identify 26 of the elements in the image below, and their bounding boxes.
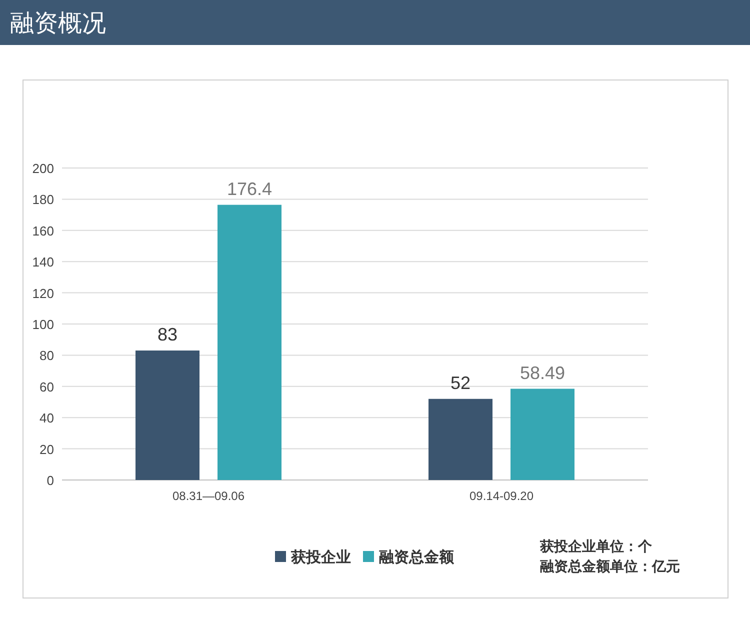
- data-label: 83: [157, 324, 178, 345]
- data-label: 176.4: [226, 178, 272, 199]
- x-tick-label: 09.14-09.20: [469, 489, 534, 503]
- y-tick-label: 100: [32, 317, 54, 332]
- y-tick-label: 60: [40, 379, 54, 394]
- bar: [428, 398, 492, 480]
- y-tick-label: 120: [32, 286, 54, 301]
- y-tick-label: 160: [32, 223, 54, 238]
- text: 融资总金额单位：亿元: [540, 558, 680, 574]
- y-tick-label: 180: [32, 192, 54, 208]
- y-tick-label: 200: [32, 161, 54, 176]
- x-tick-label: 08.31—09.06: [172, 489, 245, 503]
- title: 融资概况: [10, 10, 106, 37]
- y-tick-label: 40: [40, 410, 54, 426]
- text: 获投企业单位：个: [539, 538, 653, 554]
- data-label: 52: [450, 372, 471, 393]
- bar: [510, 388, 574, 480]
- y-tick-label: 80: [40, 348, 54, 364]
- legend-label: 获投企业: [290, 549, 351, 566]
- data-label: 58.49: [520, 362, 566, 383]
- bar: [136, 350, 200, 480]
- y-tick-label: 20: [40, 442, 54, 457]
- y-tick-label: 140: [32, 254, 54, 270]
- y-tick-label: 0: [46, 473, 54, 488]
- bar: [218, 204, 282, 480]
- legend-label: 融资总金额: [379, 548, 455, 566]
